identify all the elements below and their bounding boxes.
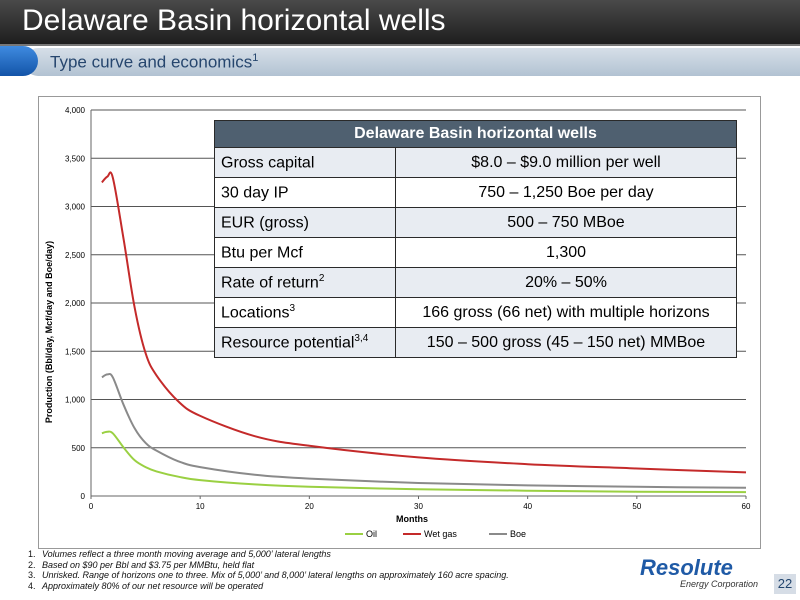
row-value: 150 – 500 gross (45 – 150 net) MMBoe (395, 327, 737, 358)
row-label: Locations3 (214, 297, 396, 328)
y-tick-label: 3,500 (65, 154, 86, 163)
footnote-text: Volumes reflect a three month moving ave… (42, 549, 331, 559)
title-bar: Delaware Basin horizontal wells (0, 0, 800, 46)
y-tick-label: 500 (72, 444, 86, 453)
footnote-number: 2. (28, 559, 36, 570)
table-row: Btu per Mcf 1,300 (214, 237, 737, 268)
row-label: Gross capital (214, 147, 396, 178)
footnote: 1. Volumes reflect a three month moving a… (28, 549, 509, 560)
row-value: 166 gross (66 net) with multiple horizon… (395, 297, 737, 328)
row-label: Btu per Mcf (214, 237, 396, 268)
row-label-sup: 3,4 (354, 332, 369, 344)
legend-label-wet-gas: Wet gas (424, 529, 457, 539)
y-tick-label: 4,000 (65, 106, 86, 115)
table-row: 30 day IP 750 – 1,250 Boe per day (214, 177, 737, 208)
table-row: Resource potential3,4 150 – 500 gross (4… (214, 327, 737, 358)
chart-series (101, 171, 747, 494)
x-tick-label: 60 (742, 502, 751, 511)
row-label-text: 30 day IP (221, 184, 289, 202)
footnote-number: 4. (28, 580, 36, 591)
footnote-number: 3. (28, 570, 36, 580)
row-value: $8.0 – $9.0 million per well (395, 147, 737, 178)
row-value: 500 – 750 MBoe (395, 207, 737, 238)
row-value: 1,300 (395, 237, 737, 268)
economics-table: Delaware Basin horizontal wells Gross ca… (214, 120, 737, 358)
row-value: 750 – 1,250 Boe per day (395, 177, 737, 208)
row-label-text: EUR (gross) (221, 214, 310, 232)
footnote-text: Unrisked. Range of horizons one to three… (42, 570, 509, 580)
footnote-number: 1. (28, 549, 36, 559)
y-tick-label: 2,000 (65, 299, 86, 308)
x-tick-label: 40 (523, 502, 532, 511)
table-row: EUR (gross) 500 – 750 MBoe (214, 207, 737, 238)
footnote: 4. Approximately 80% of our net resource … (28, 581, 509, 592)
y-tick-label: 1,000 (65, 396, 86, 405)
subtitle-footnote-ref: 1 (252, 52, 259, 64)
page-number: 22 (774, 574, 796, 594)
oil-series-line (101, 430, 747, 494)
boe-series-line (101, 372, 747, 489)
x-axis-ticks: 0 10 20 30 40 50 60 (89, 496, 751, 511)
y-tick-label: 1,500 (65, 347, 86, 356)
footnote: 2. Based on $90 per Bbl and $3.75 per MMB… (28, 560, 509, 571)
subtitle-text: Type curve and economics (50, 52, 253, 72)
slide-subtitle: Type curve and economics1 (50, 52, 258, 73)
row-label-text: Gross capital (221, 154, 315, 172)
company-logo: Resolute Energy Corporation (640, 555, 772, 591)
x-tick-label: 10 (196, 502, 205, 511)
x-tick-label: 0 (89, 502, 94, 511)
chart-legend: Oil Wet gas Boe (345, 529, 526, 539)
wet-gas-series-line (101, 171, 747, 474)
x-tick-label: 50 (632, 502, 641, 511)
subtitle-bar: Type curve and economics1 (0, 46, 800, 80)
row-label: 30 day IP (214, 177, 396, 208)
accent-blob (0, 46, 38, 76)
row-label: Rate of return2 (214, 267, 396, 298)
table-row: Gross capital $8.0 – $9.0 million per we… (214, 147, 737, 178)
x-axis-title: Months (396, 514, 428, 524)
row-value: 20% – 50% (395, 267, 737, 298)
footnote: 3. Unrisked. Range of horizons one to thr… (28, 570, 509, 581)
logo-tagline: Energy Corporation (680, 579, 759, 589)
subtitle-pill (24, 48, 800, 76)
footnotes: 1. Volumes reflect a three month moving a… (28, 549, 509, 591)
row-label-text: Btu per Mcf (221, 244, 303, 262)
y-axis-title: Production (Bbl/day, Mcf/day and Boe/day… (44, 241, 54, 423)
row-label: EUR (gross) (214, 207, 396, 238)
slide-title: Delaware Basin horizontal wells (22, 4, 446, 37)
table-row: Locations3 166 gross (66 net) with multi… (214, 297, 737, 328)
row-label: Resource potential3,4 (214, 327, 396, 358)
y-tick-label: 0 (81, 492, 86, 501)
row-label-text: Locations (221, 304, 290, 322)
row-label-text: Rate of return (221, 274, 319, 292)
table-header: Delaware Basin horizontal wells (214, 120, 737, 148)
legend-label-boe: Boe (510, 529, 526, 539)
logo-name: Resolute (640, 555, 733, 580)
x-tick-label: 20 (305, 502, 314, 511)
y-axis-ticks: 0 500 1,000 1,500 2,000 2,500 3,000 3,500 4,000 (65, 106, 86, 501)
footnote-text: Based on $90 per Bbl and $3.75 per MMBtu… (42, 559, 255, 570)
row-label-sup: 3 (289, 302, 296, 314)
row-label-sup: 2 (318, 272, 325, 284)
legend-label-oil: Oil (366, 529, 377, 539)
x-tick-label: 30 (414, 502, 423, 511)
footnote-text: Approximately 80% of our net resource wi… (42, 580, 264, 591)
table-row: Rate of return2 20% – 50% (214, 267, 737, 298)
y-tick-label: 3,000 (65, 203, 86, 212)
row-label-text: Resource potential (221, 334, 355, 352)
y-tick-label: 2,500 (65, 251, 86, 260)
